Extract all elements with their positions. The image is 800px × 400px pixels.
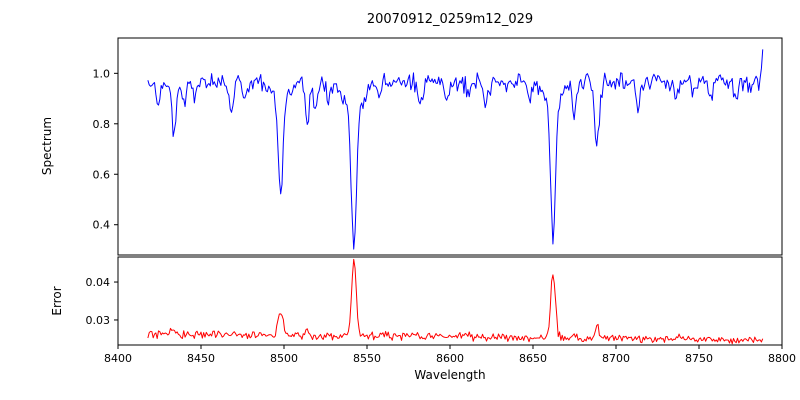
x-axis-label: Wavelength [414, 368, 486, 382]
error-line [147, 258, 764, 345]
x-tick-label: 8600 [436, 352, 464, 365]
y-axis-label-error: Error [50, 286, 64, 316]
axes-box-spectrum [117, 37, 783, 256]
y-tick-label-spectrum: 1.0 [93, 67, 111, 80]
y-axis-label-spectrum: Spectrum [40, 116, 54, 176]
x-tick-label: 8750 [685, 352, 713, 365]
x-tick-label: 8450 [187, 352, 215, 365]
y-tick-label-error: 0.04 [86, 276, 111, 289]
y-tick-label-spectrum: 0.8 [93, 118, 111, 131]
spectrum-line [147, 49, 764, 250]
x-tick-label: 8550 [353, 352, 381, 365]
y-tick-label-spectrum: 0.4 [93, 219, 111, 232]
x-tick-label: 8500 [270, 352, 298, 365]
y-tick-label-spectrum: 0.6 [93, 168, 111, 181]
x-tick-label: 8400 [104, 352, 132, 365]
x-tick-label: 8800 [768, 352, 796, 365]
y-tick-label-error: 0.03 [86, 314, 111, 327]
chart-title: 20070912_0259m12_029 [366, 12, 534, 27]
x-tick-label: 8650 [519, 352, 547, 365]
x-tick-label: 8700 [602, 352, 630, 365]
